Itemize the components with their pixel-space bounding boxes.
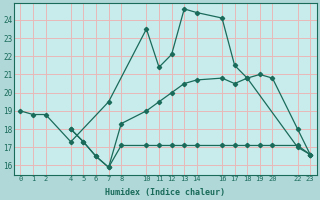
X-axis label: Humidex (Indice chaleur): Humidex (Indice chaleur)	[105, 188, 225, 197]
